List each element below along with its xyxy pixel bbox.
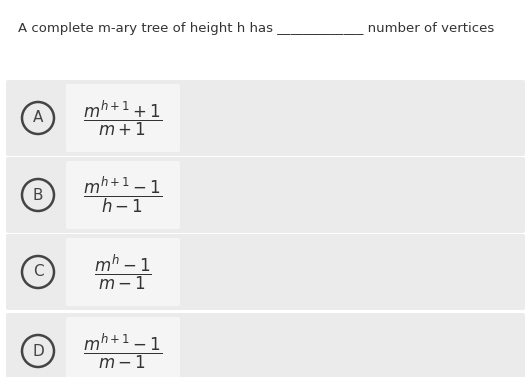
Text: $\dfrac{m^{h+1}-1}{h-1}$: $\dfrac{m^{h+1}-1}{h-1}$ <box>83 175 163 215</box>
Text: A complete m-ary tree of height h has _____________ number of vertices: A complete m-ary tree of height h has __… <box>18 22 494 35</box>
FancyBboxPatch shape <box>6 234 525 310</box>
FancyBboxPatch shape <box>66 161 180 229</box>
Text: C: C <box>33 265 44 279</box>
Text: $\dfrac{m^{h+1}+1}{m+1}$: $\dfrac{m^{h+1}+1}{m+1}$ <box>83 98 163 138</box>
FancyBboxPatch shape <box>6 157 525 233</box>
Text: $\dfrac{m^{h}-1}{m-1}$: $\dfrac{m^{h}-1}{m-1}$ <box>94 252 152 292</box>
FancyBboxPatch shape <box>66 238 180 306</box>
FancyBboxPatch shape <box>66 317 180 377</box>
FancyBboxPatch shape <box>6 80 525 156</box>
Text: $\dfrac{m^{h+1}-1}{m-1}$: $\dfrac{m^{h+1}-1}{m-1}$ <box>83 331 163 371</box>
FancyBboxPatch shape <box>6 313 525 377</box>
Text: D: D <box>32 343 44 359</box>
FancyBboxPatch shape <box>66 84 180 152</box>
Text: B: B <box>33 187 43 202</box>
Text: A: A <box>33 110 43 126</box>
